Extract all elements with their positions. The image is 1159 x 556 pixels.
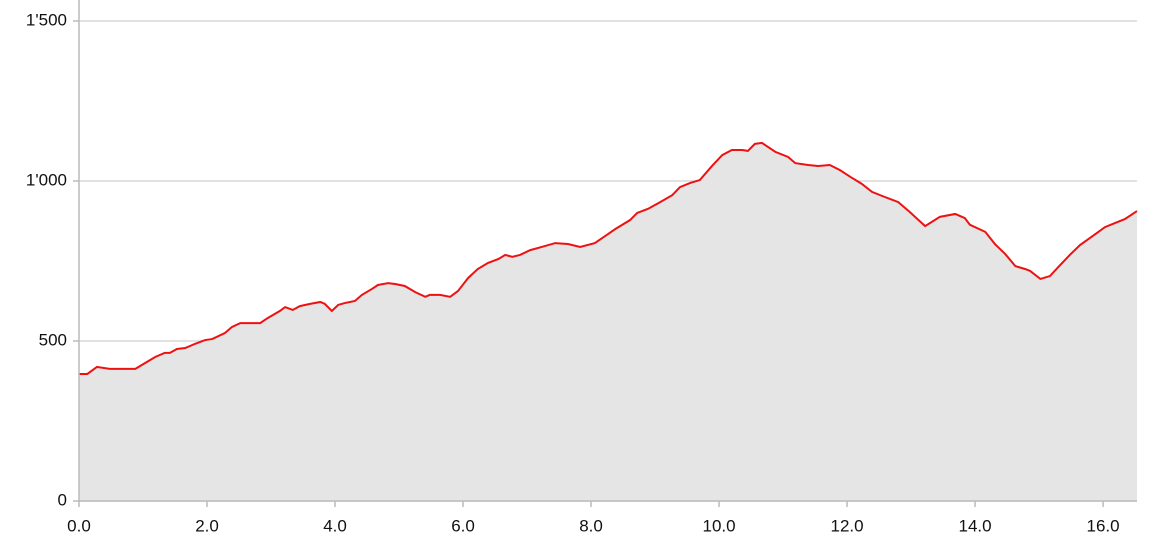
x-tick-label: 14.0 [959, 516, 992, 535]
x-tick-label: 0.0 [67, 516, 91, 535]
elevation-line [79, 141, 1138, 375]
x-tick-label: 16.0 [1087, 516, 1120, 535]
y-tick-label: 1'000 [26, 170, 67, 189]
area-fill [79, 142, 1137, 502]
y-tick-label: 0 [58, 490, 67, 509]
x-tick-label: 12.0 [831, 516, 864, 535]
y-tick-label: 1'500 [26, 10, 67, 29]
y-tick-label: 500 [39, 330, 67, 349]
x-tick-label: 6.0 [451, 516, 475, 535]
x-tick-label: 8.0 [579, 516, 603, 535]
x-tick-label: 2.0 [195, 516, 219, 535]
x-tick-label: 4.0 [323, 516, 347, 535]
x-tick-label: 10.0 [703, 516, 736, 535]
